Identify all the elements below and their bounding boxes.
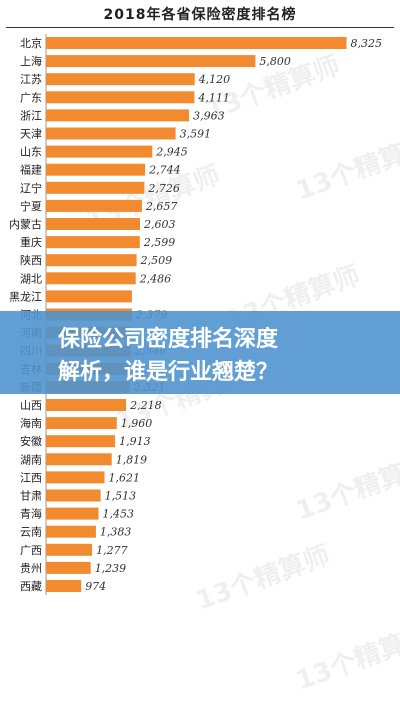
category-label: 宁夏 [20,199,42,213]
category-label: 海南 [20,416,42,430]
category-label: 上海 [20,54,42,68]
value-label: 4,120 [198,73,231,86]
bar [46,525,96,538]
category-label: 江西 [20,471,42,484]
bar [46,91,195,104]
value-label: 2,603 [143,218,176,231]
category-label: 北京 [20,36,42,50]
category-label: 福建 [20,163,42,177]
bar [46,507,99,520]
chart-title: 2018年各省保险密度排名榜 [103,7,297,23]
bar [46,127,176,140]
bar [46,254,137,267]
bar [46,471,105,484]
watermark: 13个精算师 [192,540,334,617]
category-label: 江苏 [20,73,42,86]
bar [46,453,112,466]
category-label: 黑龙江 [9,290,42,303]
value-label: 5,800 [259,55,291,68]
value-label: 1,819 [116,453,148,466]
value-label: 8,325 [351,37,383,50]
bar [46,580,82,592]
bar [46,561,91,574]
value-label: 2,599 [143,236,176,249]
bar [46,199,142,212]
watermark: 13个精算师 [292,130,400,207]
bar [46,543,93,556]
bar [46,489,101,502]
headline-line-1: 保险公司密度排名深度 [58,327,279,352]
value-label: 2,726 [147,182,180,195]
value-label: 1,960 [121,417,153,430]
bar [46,55,256,68]
category-label: 广西 [20,544,42,557]
value-label: 1,277 [96,544,128,557]
value-label: 1,513 [105,490,137,503]
bar [46,399,127,411]
bar [46,73,195,86]
category-label: 广东 [20,91,42,104]
category-label: 西藏 [20,580,42,593]
bar [46,181,145,194]
value-label: 3,963 [193,109,225,122]
value-label: 2,509 [140,254,173,267]
value-label: 1,913 [119,435,151,448]
bar [46,37,347,49]
bar [46,236,140,249]
value-label: 1,383 [100,526,131,539]
category-label: 云南 [20,526,42,539]
category-label: 天津 [20,128,42,141]
category-label: 贵州 [20,562,42,575]
bar [46,417,117,430]
value-label: 1,453 [103,508,135,521]
category-label: 湖南 [20,453,42,466]
value-label: 3,591 [180,128,212,141]
category-label: 山西 [20,399,42,412]
value-label: 2,486 [139,272,172,285]
value-label: 1,621 [109,471,141,484]
bar [46,435,116,448]
category-label: 陕西 [20,253,42,267]
bar [46,272,136,285]
value-label: 2,657 [145,200,178,213]
category-label: 辽宁 [20,181,42,195]
value-label: 4,111 [197,91,230,104]
watermark: 13个精算师 [292,620,400,697]
category-label: 青海 [20,507,42,521]
value-label: 2,744 [148,164,181,177]
category-label: 浙江 [20,109,42,122]
headline-line-2: 解析，谁是行业翘楚？ [58,360,279,385]
category-label: 安徽 [20,434,42,448]
bar [46,290,132,303]
value-label: 2,218 [129,399,162,412]
value-label: 2,945 [155,146,188,159]
title-divider [6,27,394,28]
category-label: 内蒙古 [9,217,42,231]
category-label: 甘肃 [20,490,42,503]
value-label: 1,239 [95,562,127,575]
bar [46,109,190,122]
bar [46,145,153,158]
watermark: 13个精算师 [292,450,400,527]
bar [46,163,146,176]
category-label: 重庆 [20,235,42,249]
bar [46,218,140,230]
category-label: 湖北 [20,272,42,285]
category-label: 山东 [20,146,42,159]
headline-banner[interactable]: 保险公司密度排名深度 解析，谁是行业翘楚？ [0,311,400,394]
value-label: 974 [85,580,106,593]
